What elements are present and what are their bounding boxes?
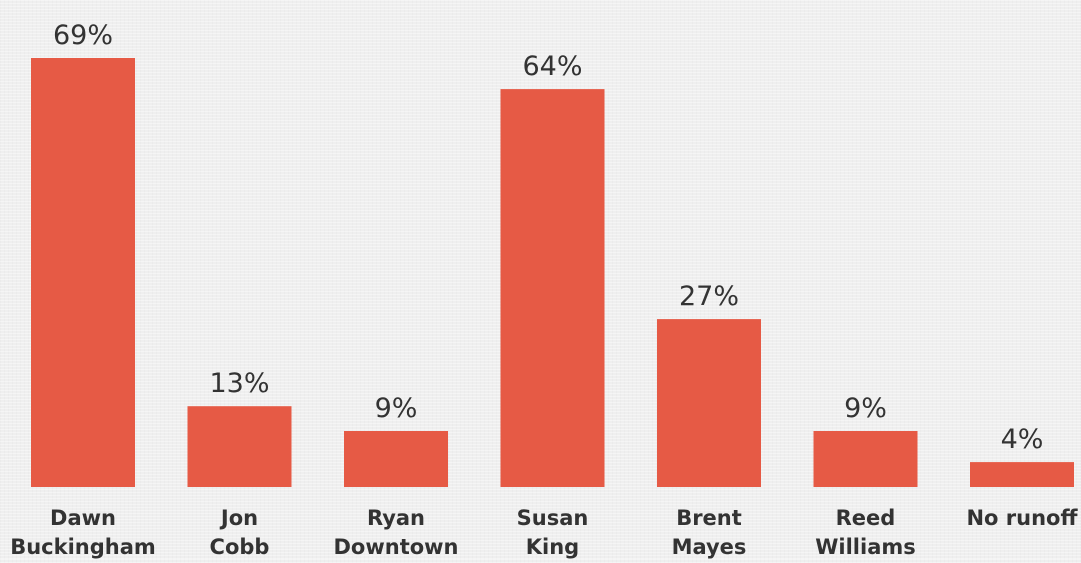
category-label-line: Dawn bbox=[50, 506, 116, 530]
bars-group bbox=[31, 58, 1074, 487]
bar-6 bbox=[970, 462, 1074, 487]
category-label-line: King bbox=[526, 535, 579, 559]
category-label-line: Brent bbox=[676, 506, 742, 530]
bar-4 bbox=[657, 319, 761, 487]
category-label-line: Cobb bbox=[210, 535, 270, 559]
category-label-line: No runoff bbox=[966, 506, 1078, 530]
value-label-0: 69% bbox=[53, 20, 113, 51]
category-label-line: Buckingham bbox=[10, 535, 156, 559]
value-labels-group: 69% 13% 9% 64% 27% 9% 4% bbox=[53, 20, 1043, 455]
category-label-line: Ryan bbox=[367, 506, 425, 530]
value-label-5: 9% bbox=[844, 393, 887, 424]
bar-3 bbox=[500, 89, 605, 487]
category-label-1: Jon Cobb bbox=[210, 506, 270, 559]
value-label-2: 9% bbox=[375, 393, 418, 424]
value-label-6: 4% bbox=[1001, 424, 1044, 455]
value-label-3: 64% bbox=[522, 51, 582, 82]
category-label-line: Jon bbox=[219, 506, 258, 530]
category-label-0: Dawn Buckingham bbox=[10, 506, 156, 559]
bar-1 bbox=[187, 406, 292, 487]
value-label-1: 13% bbox=[209, 368, 269, 399]
category-labels-group: Dawn Buckingham Jon Cobb Ryan Downtown Susan Ki… bbox=[10, 506, 1078, 559]
category-label-line: Reed bbox=[836, 506, 896, 530]
category-label-5: Reed Williams bbox=[815, 506, 916, 559]
bar-0 bbox=[31, 58, 135, 487]
category-label-2: Ryan Downtown bbox=[333, 506, 458, 559]
bar-2 bbox=[344, 431, 448, 487]
category-label-line: Mayes bbox=[672, 535, 747, 559]
category-label-3: Susan King bbox=[517, 506, 589, 559]
category-label-4: Brent Mayes bbox=[672, 506, 747, 559]
category-label-6: No runoff bbox=[966, 506, 1078, 530]
category-label-line: Williams bbox=[815, 535, 916, 559]
category-label-line: Susan bbox=[517, 506, 589, 530]
value-label-4: 27% bbox=[679, 281, 739, 312]
bar-5 bbox=[813, 431, 918, 487]
category-label-line: Downtown bbox=[333, 535, 458, 559]
